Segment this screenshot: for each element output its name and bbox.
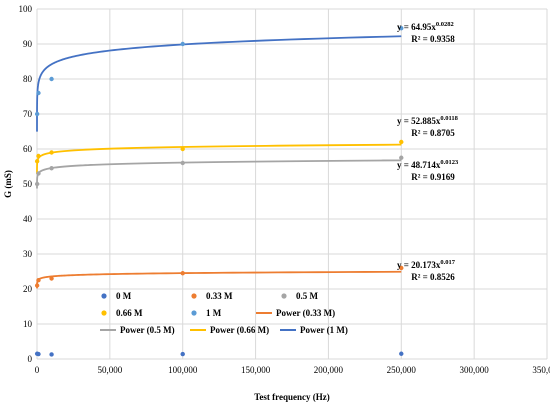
trendline-r2: R² = 0.9169 bbox=[411, 172, 455, 182]
y-tick-label: 90 bbox=[23, 39, 33, 49]
trendline-r2: R² = 0.8526 bbox=[411, 272, 455, 282]
data-point bbox=[399, 139, 404, 145]
y-axis-title: G (mS) bbox=[3, 170, 13, 198]
y-tick-label: 50 bbox=[23, 179, 33, 189]
data-point bbox=[34, 111, 40, 117]
data-point bbox=[180, 160, 185, 166]
data-point bbox=[399, 351, 404, 356]
legend-label: Power (1 M) bbox=[300, 325, 348, 335]
x-tick-label: 350,000 bbox=[532, 365, 550, 375]
data-point bbox=[49, 276, 54, 281]
legend-label: Power (0.33 M) bbox=[276, 308, 335, 318]
trendline-equation: y = 20.173x0.017 bbox=[397, 259, 456, 270]
legend-label: 0.5 M bbox=[296, 291, 319, 301]
legend-marker bbox=[191, 310, 197, 316]
legend-label: 0.33 M bbox=[206, 291, 233, 301]
legend-label: 0.66 M bbox=[116, 308, 143, 318]
data-point bbox=[36, 153, 41, 159]
data-point bbox=[49, 352, 54, 357]
trendline-r2: R² = 0.8705 bbox=[411, 128, 455, 138]
y-tick-label: 100 bbox=[19, 4, 33, 14]
data-point bbox=[36, 171, 41, 176]
data-point bbox=[34, 283, 40, 288]
trendline-equation: y = 52.885x0.0118 bbox=[397, 115, 459, 126]
grid bbox=[36, 8, 548, 360]
data-point bbox=[49, 166, 54, 171]
legend-label: 0 M bbox=[116, 291, 132, 301]
y-tick-label: 70 bbox=[23, 109, 33, 119]
data-point bbox=[399, 265, 404, 271]
trendline-equation: y = 64.95x0.0282 bbox=[397, 21, 454, 32]
x-tick-label: 50,000 bbox=[97, 365, 122, 375]
legend-label: Power (0.66 M) bbox=[210, 325, 269, 335]
legend-label: 1 M bbox=[206, 308, 222, 318]
trendline-equation: y = 48.714x0.0123 bbox=[397, 159, 459, 170]
legend-marker bbox=[191, 293, 197, 299]
y-tick-label: 0 bbox=[28, 354, 33, 364]
data-point bbox=[34, 159, 40, 164]
data-point bbox=[36, 278, 41, 283]
x-tick-label: 150,000 bbox=[241, 365, 271, 375]
legend-label: Power (0.5 M) bbox=[120, 325, 175, 335]
x-axis-title: Test frequency (Hz) bbox=[254, 392, 330, 402]
trendline-r2: R² = 0.9358 bbox=[411, 34, 455, 44]
y-tick-label: 30 bbox=[23, 249, 33, 259]
data-point bbox=[399, 155, 404, 160]
equations: y = 20.173x0.017 R² = 0.8526 y = 48.714x0.… bbox=[397, 21, 459, 282]
data-point bbox=[180, 351, 185, 357]
data-point bbox=[34, 181, 40, 187]
y-tick-label: 20 bbox=[23, 284, 33, 294]
y-tick-label: 10 bbox=[23, 319, 33, 329]
x-tick-label: 300,000 bbox=[460, 365, 490, 375]
x-tick-label: 100,000 bbox=[168, 365, 198, 375]
legend-marker bbox=[281, 293, 287, 299]
y-tick-label: 40 bbox=[23, 214, 33, 224]
data-point bbox=[49, 76, 54, 82]
legend-marker bbox=[101, 310, 107, 316]
data-point bbox=[180, 146, 185, 152]
trendlines bbox=[36, 35, 402, 289]
legend: 0 M 0.33 M 0.5 M 0.66 M 1 M Power (0.33 M) Pow… bbox=[100, 291, 348, 335]
data-point bbox=[399, 26, 404, 31]
trendline bbox=[36, 270, 402, 289]
x-tick-label: 0 bbox=[35, 365, 40, 375]
data-points bbox=[34, 26, 404, 357]
data-point bbox=[49, 150, 54, 155]
x-tick-label: 200,000 bbox=[314, 365, 344, 375]
legend-marker bbox=[101, 293, 107, 299]
data-point bbox=[180, 41, 185, 47]
data-point bbox=[36, 351, 41, 357]
data-point bbox=[36, 90, 41, 96]
y-tick-label: 60 bbox=[23, 144, 33, 154]
data-point bbox=[180, 271, 185, 276]
trendline bbox=[36, 35, 402, 132]
x-tick-label: 250,000 bbox=[387, 365, 417, 375]
tick-labels: 0 10 20 30 40 50 60 70 80 90 100 0 50,000 100,000 150,… bbox=[19, 4, 550, 375]
y-tick-label: 80 bbox=[23, 74, 33, 84]
